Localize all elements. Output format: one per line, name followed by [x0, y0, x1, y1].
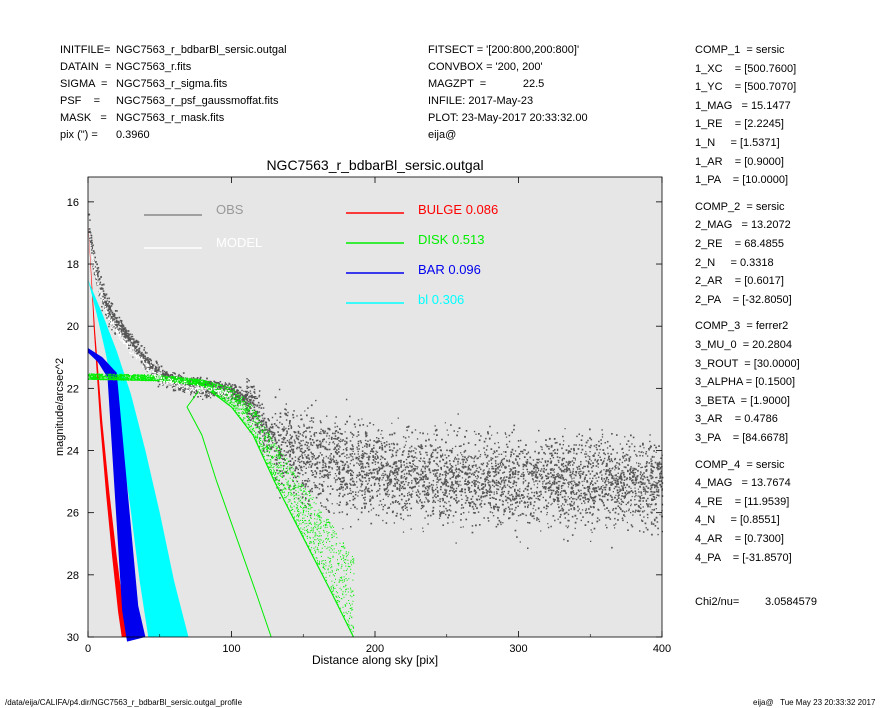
axes-layer: 0 100 200 300 400 16 18 20 22 24 26 28 30 — [67, 177, 671, 655]
legend-label-obs: OBS — [216, 202, 244, 217]
x-tick-label: 400 — [653, 643, 671, 655]
legend-value: 0.306 — [432, 292, 465, 307]
component-param: 4_RE = [11.9539] — [695, 495, 790, 508]
x-tick-label: 300 — [509, 643, 527, 655]
x-tick-label: 100 — [222, 643, 240, 655]
x-tick-label: 200 — [366, 643, 384, 655]
header-middle-line: PLOT: 23-May-2017 20:33:32.00 — [428, 112, 588, 124]
legend-name: bl — [418, 292, 428, 307]
component-param: 3_PA = [84.6678] — [695, 432, 789, 444]
y-tick-label: 26 — [67, 508, 79, 520]
header-left-value: NGC7563_r_sigma.fits — [116, 78, 228, 90]
legend-name: BAR — [418, 262, 445, 277]
footer-timestamp: eija@ Tue May 23 20:33:32 2017 — [753, 698, 876, 707]
component-param: 1_N = [1.5371] — [695, 137, 780, 149]
bar-component — [88, 347, 146, 642]
component-param: 3_AR = 0.4786 — [695, 413, 778, 426]
header-left-value: NGC7563_r_psf_gaussmoffat.fits — [116, 95, 279, 107]
y-tick-label: 24 — [67, 446, 79, 458]
header-left-line: PSF = — [60, 95, 101, 107]
component-param: 4_N = [0.8551] — [695, 514, 780, 527]
header-left-line: DATAIN = — [60, 61, 112, 73]
plot-area — [88, 177, 662, 637]
header-left-line: SIGMA = — [60, 78, 108, 90]
component-param: 1_MAG = 15.1477 — [695, 99, 791, 112]
header-left-value: NGC7563_r.fits — [116, 61, 192, 73]
x-tick-label: 0 — [85, 643, 91, 655]
legend-label-model: MODEL — [216, 235, 262, 250]
legend-value: 0.513 — [452, 232, 485, 247]
component-param: 2_N = 0.3318 — [695, 256, 774, 269]
header-left-line: pix (") = — [60, 129, 98, 141]
y-tick-label: 20 — [67, 321, 79, 333]
y-tick-label: 30 — [67, 632, 79, 644]
header-middle-line: CONVBOX = '200, 200' — [428, 61, 543, 73]
component-param: 3_BETA = [1.9000] — [695, 394, 790, 407]
component-param: 3_ALPHA = [0.1500] — [695, 376, 795, 389]
legend-value: 0.096 — [448, 262, 481, 277]
legend-name: DISK — [418, 232, 449, 247]
component-title: COMP_4 = sersic — [695, 458, 785, 471]
header-left-value: NGC7563_r_mask.fits — [116, 112, 225, 124]
component-title: COMP_3 = ferrer2 — [695, 320, 789, 333]
header-left-value: NGC7563_r_bdbarBl_sersic.outgal — [116, 44, 287, 56]
component-param: 3_ROUT = [30.0000] — [695, 357, 800, 370]
header-middle-line: FITSECT = '[200:800,200:800]' — [428, 44, 580, 56]
component-param: 2_MAG = 13.2072 — [695, 219, 791, 232]
legend-label-bl: bl 0.306 — [418, 292, 464, 307]
obs-data-points — [88, 213, 664, 549]
component-param: 1_PA = [10.0000] — [695, 174, 789, 187]
component-param: 3_MU_0 = 20.2804 — [695, 339, 792, 351]
series-layer — [87, 213, 664, 642]
y-tick-label: 18 — [67, 259, 79, 271]
legend-layer: OBS MODEL BULGE 0.086 DISK 0.513 BAR 0.096 bl… — [144, 202, 498, 307]
header-left-value: 0.3960 — [116, 129, 150, 141]
header-left-line: INITFILE= — [60, 44, 111, 56]
bl-component — [88, 279, 189, 637]
footer-path: /data/eija/CALIFA/p4.dir/NGC7563_r_bdbar… — [5, 698, 243, 707]
component-param: 4_PA = [-31.8570] — [695, 551, 792, 564]
chart-title: NGC7563_r_bdbarBl_sersic.outgal — [266, 157, 483, 173]
component-param: 1_YC = [500.7070] — [695, 81, 797, 94]
legend-name: BULGE — [418, 202, 462, 217]
y-tick-label: 28 — [67, 570, 79, 582]
disk-component-inner-edge — [87, 378, 272, 638]
header-middle-line: INFILE: 2017-May-23 — [428, 95, 534, 107]
legend-label-bar: BAR 0.096 — [418, 262, 481, 277]
component-param: 2_AR = [0.6017] — [695, 275, 784, 288]
component-title: COMP_1 = sersic — [695, 44, 785, 56]
component-param: 1_XC = [500.7600] — [695, 62, 797, 75]
component-param: 2_RE = 68.4855 — [695, 238, 784, 250]
y-tick-label: 16 — [67, 197, 79, 209]
legend-value: 0.086 — [466, 202, 499, 217]
component-param: 4_AR = [0.7300] — [695, 533, 784, 545]
legend-label-bulge: BULGE 0.086 — [418, 202, 498, 217]
x-axis-label: Distance along sky [pix] — [312, 653, 438, 667]
header-middle-line: MAGZPT = 22.5 — [428, 78, 545, 90]
y-axis-label: magnitude/arcsec^2 — [54, 358, 66, 456]
component-param: 4_MAG = 13.7674 — [695, 477, 791, 490]
y-tick-label: 22 — [67, 383, 79, 395]
legend-label-disk: DISK 0.513 — [418, 232, 485, 247]
component-title: COMP_2 = sersic — [695, 200, 785, 213]
header-left-line: MASK = — [60, 112, 107, 124]
chi2-label: Chi2/nu= — [695, 596, 740, 608]
component-param: 1_AR = [0.9000] — [695, 155, 784, 168]
component-param: 2_PA = [-32.8050] — [695, 293, 792, 306]
component-param: 1_RE = [2.2245] — [695, 118, 784, 131]
header-middle-line: eija@ — [428, 129, 457, 141]
chi2-value: 3.0584579 — [765, 596, 817, 608]
